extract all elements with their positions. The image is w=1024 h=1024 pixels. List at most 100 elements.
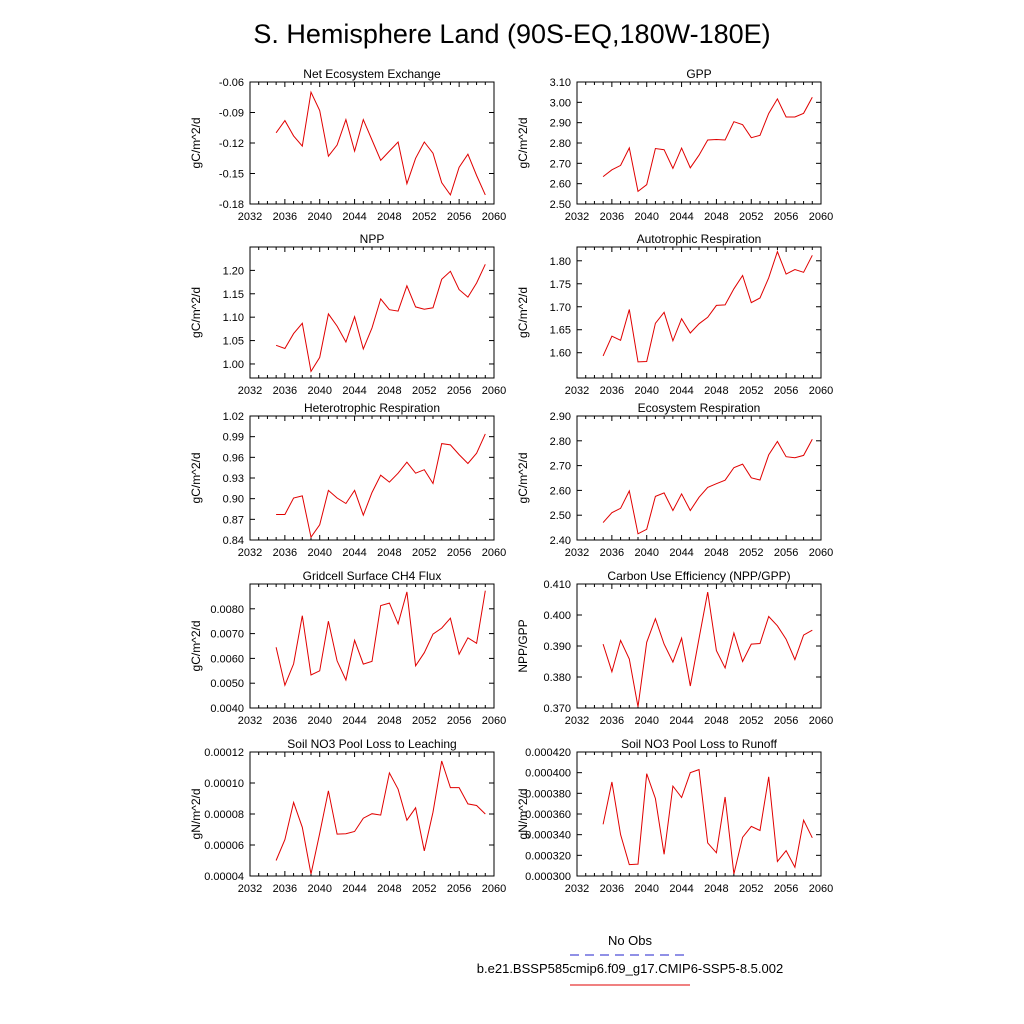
- x-tick-label: 2044: [669, 547, 693, 559]
- panel-title: Heterotrophic Respiration: [304, 401, 440, 415]
- y-tick-label: 0.370: [543, 703, 571, 715]
- plot-frame: [576, 81, 822, 205]
- panel-title: Net Ecosystem Exchange: [303, 67, 441, 81]
- x-tick-label: 2056: [447, 883, 471, 895]
- y-tick-label: 0.390: [543, 641, 571, 653]
- x-tick-label: 2048: [704, 715, 728, 727]
- series-line: [602, 439, 813, 535]
- x-tick-label: 2056: [774, 883, 798, 895]
- x-tick-label: 2040: [634, 211, 658, 223]
- x-tick-label: 2040: [634, 715, 658, 727]
- x-tick-label: 2044: [342, 211, 366, 223]
- plot-frame: [249, 246, 495, 379]
- x-tick-label: 2040: [634, 385, 658, 397]
- x-tick-label: 2032: [565, 883, 589, 895]
- y-tick-label: 0.380: [543, 672, 571, 684]
- y-tick-label: 0.000320: [525, 850, 571, 862]
- y-tick-label: 2.60: [550, 485, 571, 497]
- x-tick-label: 2036: [273, 211, 297, 223]
- legend-model-label: b.e21.BSSP585cmip6.f09_g17.CMIP6-SSP5-8.…: [477, 961, 783, 976]
- y-axis-label: NPP/GPP: [516, 619, 530, 672]
- x-tick-label: 2032: [238, 211, 262, 223]
- x-tick-label: 2052: [412, 211, 436, 223]
- y-tick-label: 1.80: [550, 256, 571, 268]
- x-tick-label: 2040: [307, 211, 331, 223]
- plot-frame: [576, 246, 822, 379]
- y-tick-label: 2.90: [550, 411, 571, 423]
- x-tick-label: 2060: [809, 211, 833, 223]
- y-tick-label: 0.0080: [210, 604, 244, 616]
- y-tick-label: 2.50: [550, 510, 571, 522]
- x-tick-label: 2060: [809, 547, 833, 559]
- x-tick-label: 2040: [307, 547, 331, 559]
- y-tick-label: 0.87: [223, 514, 244, 526]
- y-tick-label: 1.02: [223, 411, 244, 423]
- series-line: [602, 97, 813, 193]
- x-tick-label: 2032: [565, 211, 589, 223]
- x-tick-label: 2036: [600, 715, 624, 727]
- y-tick-label: 2.60: [550, 179, 571, 191]
- y-tick-label: 0.93: [223, 473, 244, 485]
- series-line: [602, 592, 813, 707]
- x-tick-label: 2056: [447, 385, 471, 397]
- y-axis-label: gC/m^2/d: [189, 621, 203, 672]
- y-tick-label: 2.80: [550, 436, 571, 448]
- x-tick-label: 2036: [273, 883, 297, 895]
- y-tick-label: 1.70: [550, 302, 571, 314]
- y-tick-label: 0.000340: [525, 830, 571, 842]
- y-axis-label: gC/m^2/d: [516, 118, 530, 169]
- y-tick-label: 0.000360: [525, 809, 571, 821]
- x-tick-label: 2040: [307, 385, 331, 397]
- x-tick-label: 2056: [447, 715, 471, 727]
- y-tick-label: 0.00008: [204, 809, 244, 821]
- y-tick-label: -0.15: [219, 169, 244, 181]
- y-tick-label: 0.410: [543, 579, 571, 591]
- x-tick-label: 2056: [447, 547, 471, 559]
- x-tick-label: 2032: [565, 547, 589, 559]
- x-tick-label: 2032: [565, 715, 589, 727]
- x-tick-label: 2032: [238, 883, 262, 895]
- y-tick-label: 0.000420: [525, 747, 571, 759]
- panel-grid: Net Ecosystem Exchange gC/m^2/d 2032 2036 20…: [189, 67, 833, 895]
- x-tick-label: 2060: [482, 883, 506, 895]
- x-tick-label: 2044: [669, 385, 693, 397]
- y-tick-label: 0.00006: [204, 840, 244, 852]
- panel-title: Ecosystem Respiration: [638, 401, 761, 415]
- y-tick-label: 2.70: [550, 461, 571, 473]
- x-tick-label: 2056: [774, 385, 798, 397]
- x-tick-label: 2032: [565, 385, 589, 397]
- y-tick-label: 2.80: [550, 138, 571, 150]
- y-axis-label: gC/m^2/d: [189, 118, 203, 169]
- y-tick-label: 0.00012: [204, 747, 244, 759]
- x-tick-label: 2036: [600, 883, 624, 895]
- x-tick-label: 2056: [774, 211, 798, 223]
- y-axis-label: gN/m^2/d: [189, 789, 203, 840]
- series-line: [602, 768, 813, 875]
- x-tick-label: 2048: [377, 385, 401, 397]
- x-tick-label: 2044: [342, 385, 366, 397]
- plot-frame: [249, 81, 495, 205]
- y-tick-label: 0.000400: [525, 768, 571, 780]
- x-tick-label: 2048: [704, 547, 728, 559]
- x-tick-label: 2060: [809, 715, 833, 727]
- series-line: [275, 590, 486, 687]
- series-line: [275, 90, 486, 197]
- x-tick-label: 2040: [307, 883, 331, 895]
- panel-title: Carbon Use Efficiency (NPP/GPP): [607, 569, 790, 583]
- y-tick-label: -0.18: [219, 199, 244, 211]
- panel-8: Carbon Use Efficiency (NPP/GPP) NPP/GPP 20…: [516, 569, 833, 727]
- y-axis-label: gC/m^2/d: [189, 453, 203, 504]
- x-tick-label: 2032: [238, 547, 262, 559]
- y-tick-label: 0.00004: [204, 871, 244, 883]
- x-tick-label: 2032: [238, 715, 262, 727]
- y-axis-label: gN/m^2/d: [516, 789, 530, 840]
- y-tick-label: 2.50: [550, 199, 571, 211]
- y-tick-label: 1.65: [550, 325, 571, 337]
- x-tick-label: 2060: [809, 385, 833, 397]
- x-tick-label: 2052: [412, 883, 436, 895]
- y-tick-label: 1.75: [550, 279, 571, 291]
- x-tick-label: 2040: [307, 715, 331, 727]
- x-tick-label: 2052: [739, 385, 763, 397]
- panel-title: Autotrophic Respiration: [637, 232, 762, 246]
- y-tick-label: 1.05: [223, 336, 244, 348]
